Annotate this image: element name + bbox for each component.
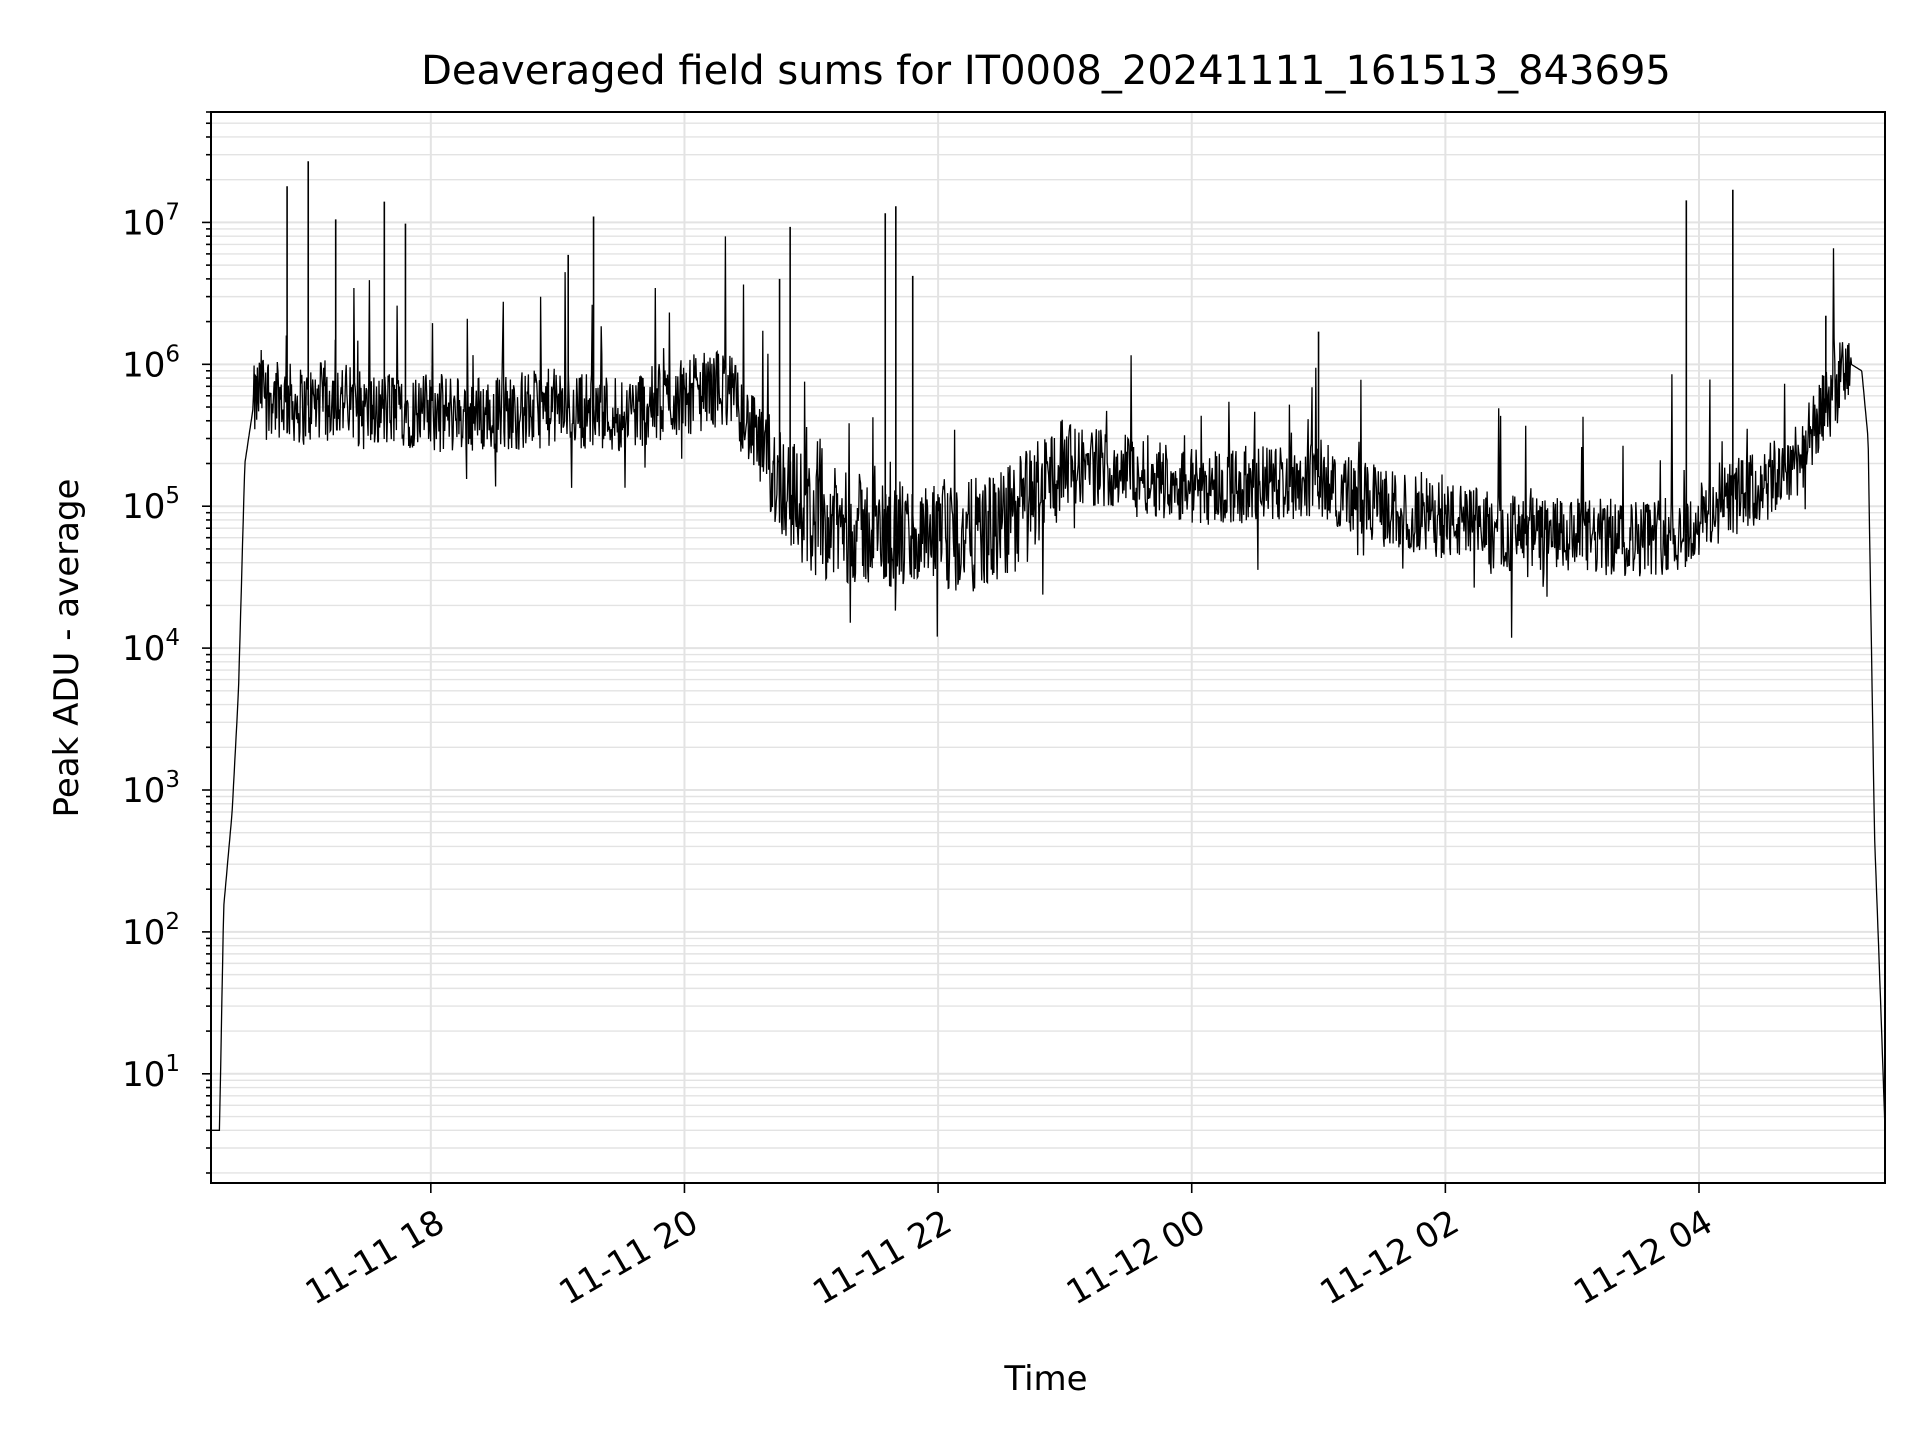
series-line	[211, 236, 1886, 1131]
y-axis-ticks: 101 102 103 104 105 106 107	[122, 111, 211, 1174]
y-tick-label: 101	[122, 1051, 180, 1095]
plot-area	[211, 161, 1886, 1131]
y-tick-label: 105	[122, 483, 180, 527]
y-tick-label: 103	[122, 767, 180, 811]
y-axis-label: Peak ADU - average	[47, 479, 87, 818]
x-axis-label: Time	[1003, 1359, 1087, 1399]
y-tick-label: 102	[122, 909, 180, 953]
y-tick-label: 107	[122, 199, 180, 243]
y-tick-label: 106	[122, 341, 180, 385]
y-tick-label: 104	[122, 625, 180, 669]
chart-title: Deaveraged field sums for IT0008_2024111…	[421, 48, 1671, 94]
